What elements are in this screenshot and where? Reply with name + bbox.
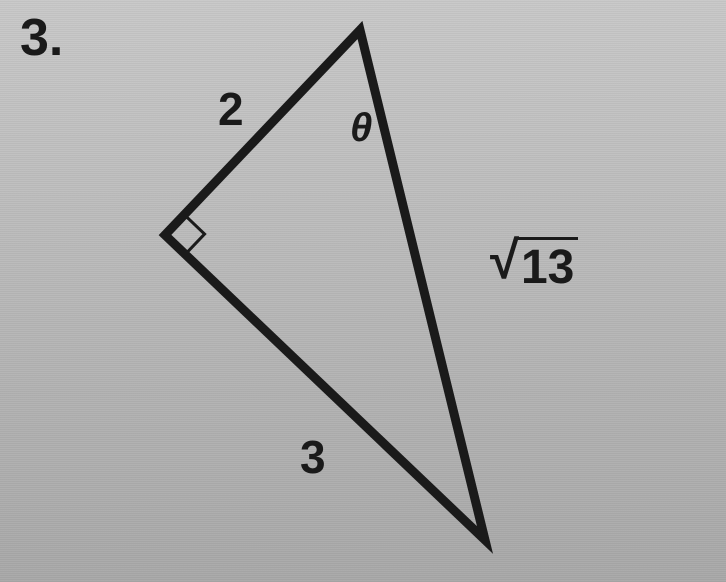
radical-sign: √ [490, 237, 519, 285]
angle-theta-label: θ [350, 106, 372, 151]
side-label-2: 2 [218, 82, 244, 136]
radical-expression: √ 13 [490, 237, 578, 295]
side-label-sqrt13: √ 13 [490, 235, 578, 295]
triangle-diagram [0, 0, 726, 582]
side-label-3: 3 [300, 430, 326, 484]
right-angle-marker [184, 215, 204, 255]
radicand-value: 13 [517, 237, 578, 295]
